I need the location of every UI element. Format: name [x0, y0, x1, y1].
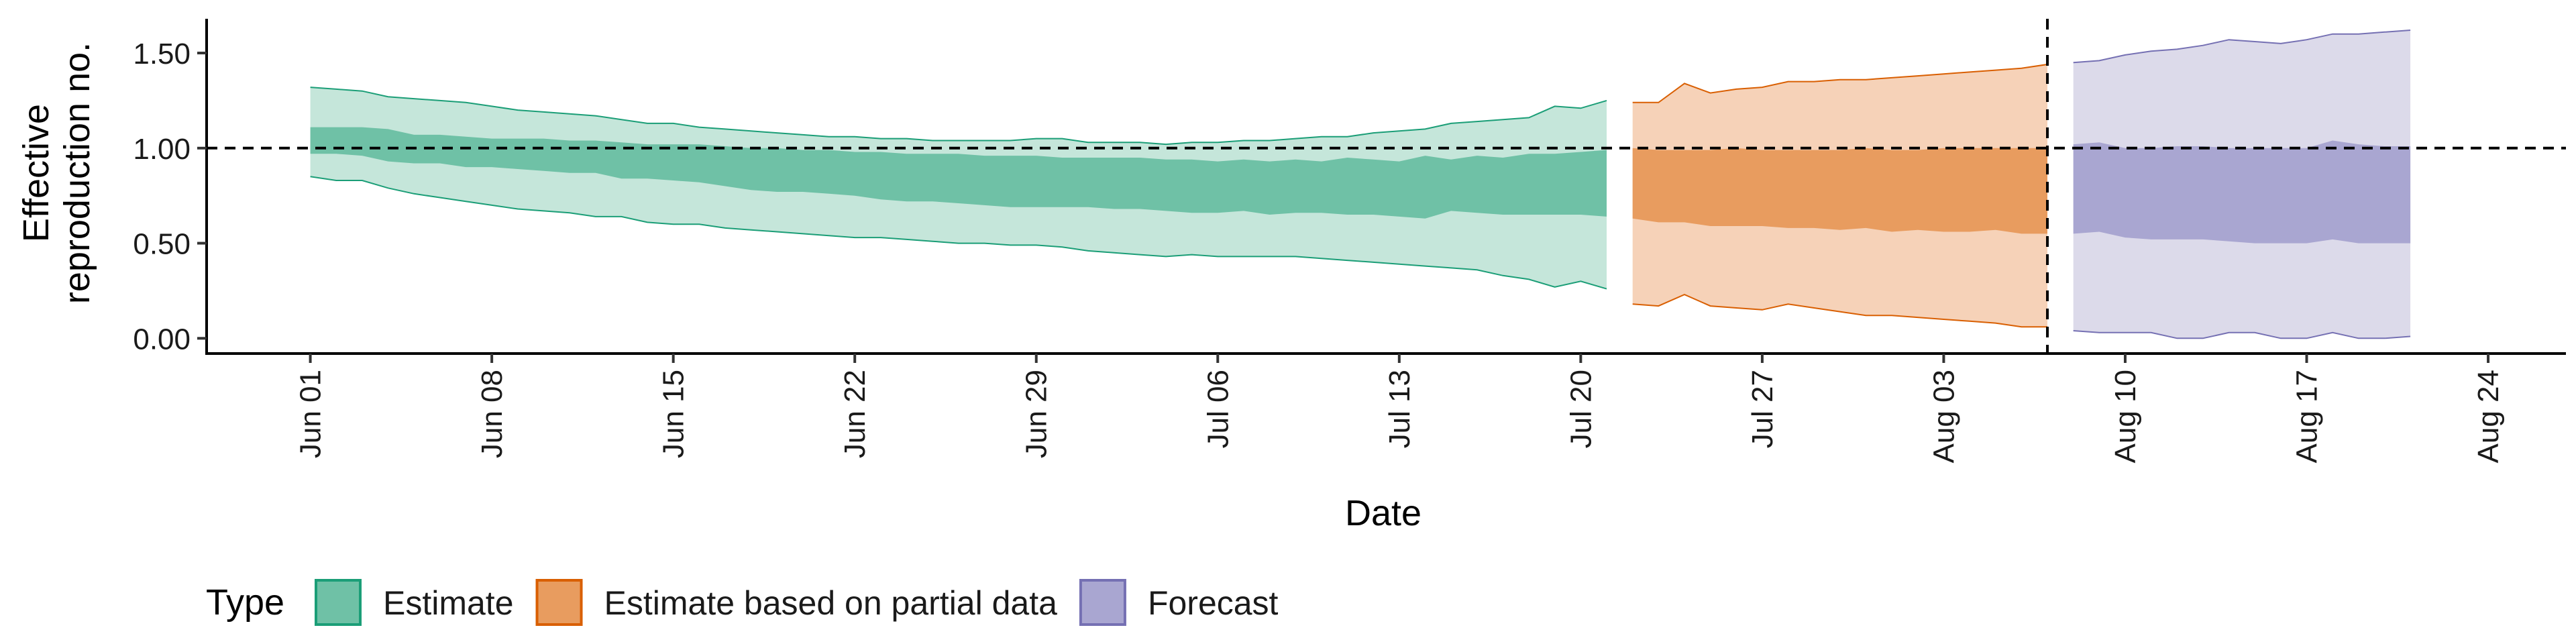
legend-key-1: [315, 579, 362, 626]
x-tick-label: Aug 24: [2472, 370, 2505, 463]
x-tick-label: Jun 29: [1020, 370, 1053, 458]
legend-key-2: [535, 579, 583, 626]
series-1-lower-edge: [310, 176, 1607, 290]
x-tick-label: Jun 15: [657, 370, 690, 458]
legend-label-2: Estimate based on partial data: [604, 584, 1058, 622]
x-tick-label: Aug 03: [1927, 370, 1960, 463]
x-tick-label: Jul 06: [1201, 370, 1234, 448]
legend-label-1: Estimate: [383, 584, 514, 622]
x-tick-label: Aug 17: [2291, 370, 2324, 463]
series-2-interval-50: [1632, 148, 2047, 234]
axes: 0.00 0.50 1.00 1.50 Jun 01 Jun 08 Jun 15 Jun 22…: [133, 19, 2566, 463]
y-axis-title-line1: Effective: [16, 104, 56, 242]
x-tick-label: Aug 10: [2109, 370, 2142, 463]
legend-label-3: Forecast: [1148, 584, 1279, 622]
series-3-interval-50: [2073, 140, 2411, 244]
y-tick-label: 0.50: [133, 228, 191, 261]
x-tick-label: Jun 22: [839, 370, 871, 458]
series-3-lower-edge: [2073, 330, 2411, 339]
series-2-lower-edge: [1632, 294, 2047, 328]
x-axis-title: Date: [1345, 493, 1421, 533]
y-tick-label: 0.00: [133, 323, 191, 356]
y-tick-label: 1.00: [133, 133, 191, 166]
legend-key-3: [1079, 579, 1126, 626]
y-tick-label: 1.50: [133, 38, 191, 70]
y-axis-title-line2: reproduction no.: [57, 42, 97, 304]
x-tick-label: Jun 08: [476, 370, 508, 458]
series-2-upper-edge: [1632, 64, 2048, 103]
legend: Type Estimate Estimate based on partial d…: [206, 579, 1279, 626]
x-tick-label: Jul 13: [1383, 370, 1416, 448]
reference-lines: [207, 19, 2566, 354]
legend-title: Type: [206, 582, 284, 623]
series-3-upper-edge: [2073, 30, 2411, 64]
series-1-upper-edge: [310, 87, 1607, 146]
x-tick-label: Jul 20: [1564, 370, 1597, 448]
x-tick-label: Jun 01: [294, 370, 327, 458]
x-tick-label: Jul 27: [1746, 370, 1779, 448]
series-1-interval-50: [310, 127, 1607, 219]
ribbon-layer: [310, 30, 2411, 339]
